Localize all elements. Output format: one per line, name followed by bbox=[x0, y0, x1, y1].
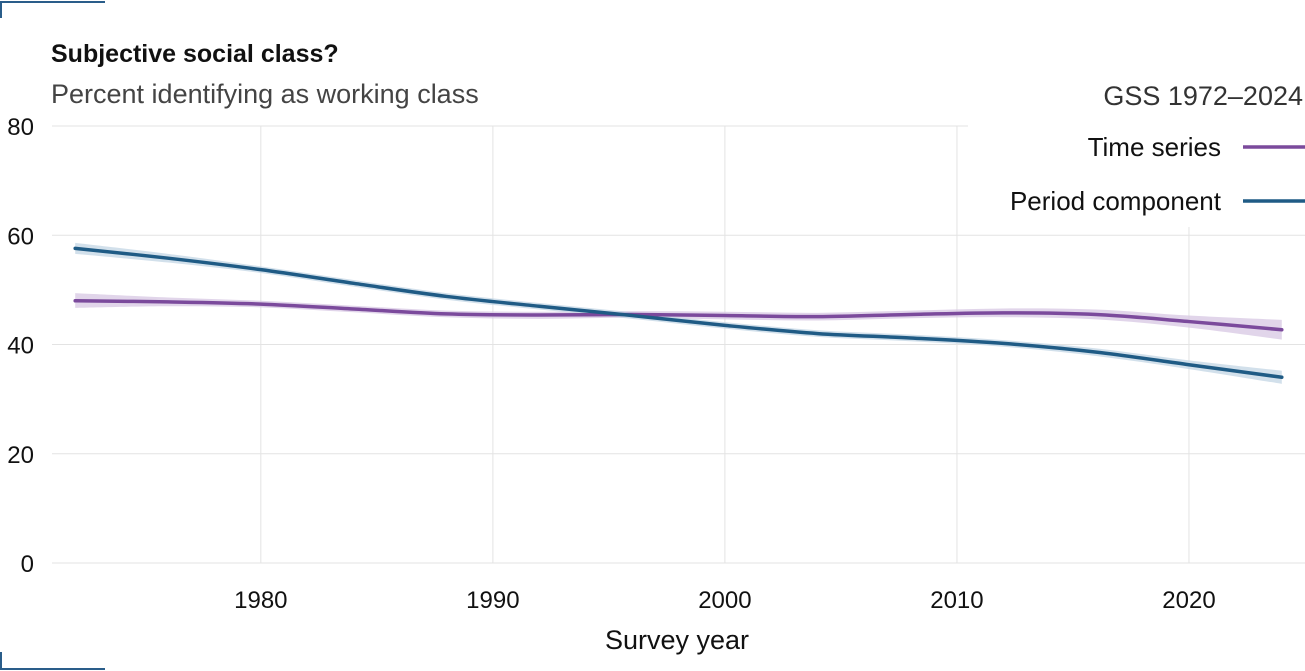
corner-mark-top-left bbox=[0, 1, 105, 18]
legend-items: Time series Period component bbox=[1010, 132, 1305, 216]
x-tick-label: 2000 bbox=[698, 587, 751, 614]
corner-marks bbox=[0, 1, 105, 670]
chart-title: Subjective social class? bbox=[51, 40, 339, 68]
series-line bbox=[73, 299, 1284, 332]
y-tick-label: 20 bbox=[7, 442, 34, 469]
x-tick-label: 1980 bbox=[234, 587, 287, 614]
legend: GSS 1972–2024 Time series Period componen… bbox=[1010, 81, 1305, 216]
y-axis-ticks: 0 20 40 60 80 bbox=[7, 114, 34, 578]
legend-label: Period component bbox=[1010, 186, 1222, 216]
legend-label: Time series bbox=[1088, 132, 1221, 162]
y-tick-label: 80 bbox=[7, 114, 34, 141]
corner-mark-bottom-left bbox=[0, 652, 105, 670]
y-tick-label: 40 bbox=[7, 333, 34, 360]
legend-title: GSS 1972–2024 bbox=[1103, 81, 1303, 111]
x-tick-label: 2020 bbox=[1162, 587, 1215, 614]
y-tick-label: 60 bbox=[7, 223, 34, 250]
series-lines bbox=[73, 246, 1284, 380]
chart-subtitle: Percent identifying as working class bbox=[51, 79, 479, 109]
x-axis-title: Survey year bbox=[605, 625, 749, 655]
x-tick-label: 2010 bbox=[930, 587, 983, 614]
y-tick-label: 0 bbox=[21, 551, 34, 578]
x-axis-ticks: 1980 1990 2000 2010 2020 bbox=[234, 587, 1216, 614]
grid bbox=[52, 125, 1305, 564]
x-tick-label: 1990 bbox=[466, 587, 519, 614]
series-line bbox=[73, 246, 1284, 380]
